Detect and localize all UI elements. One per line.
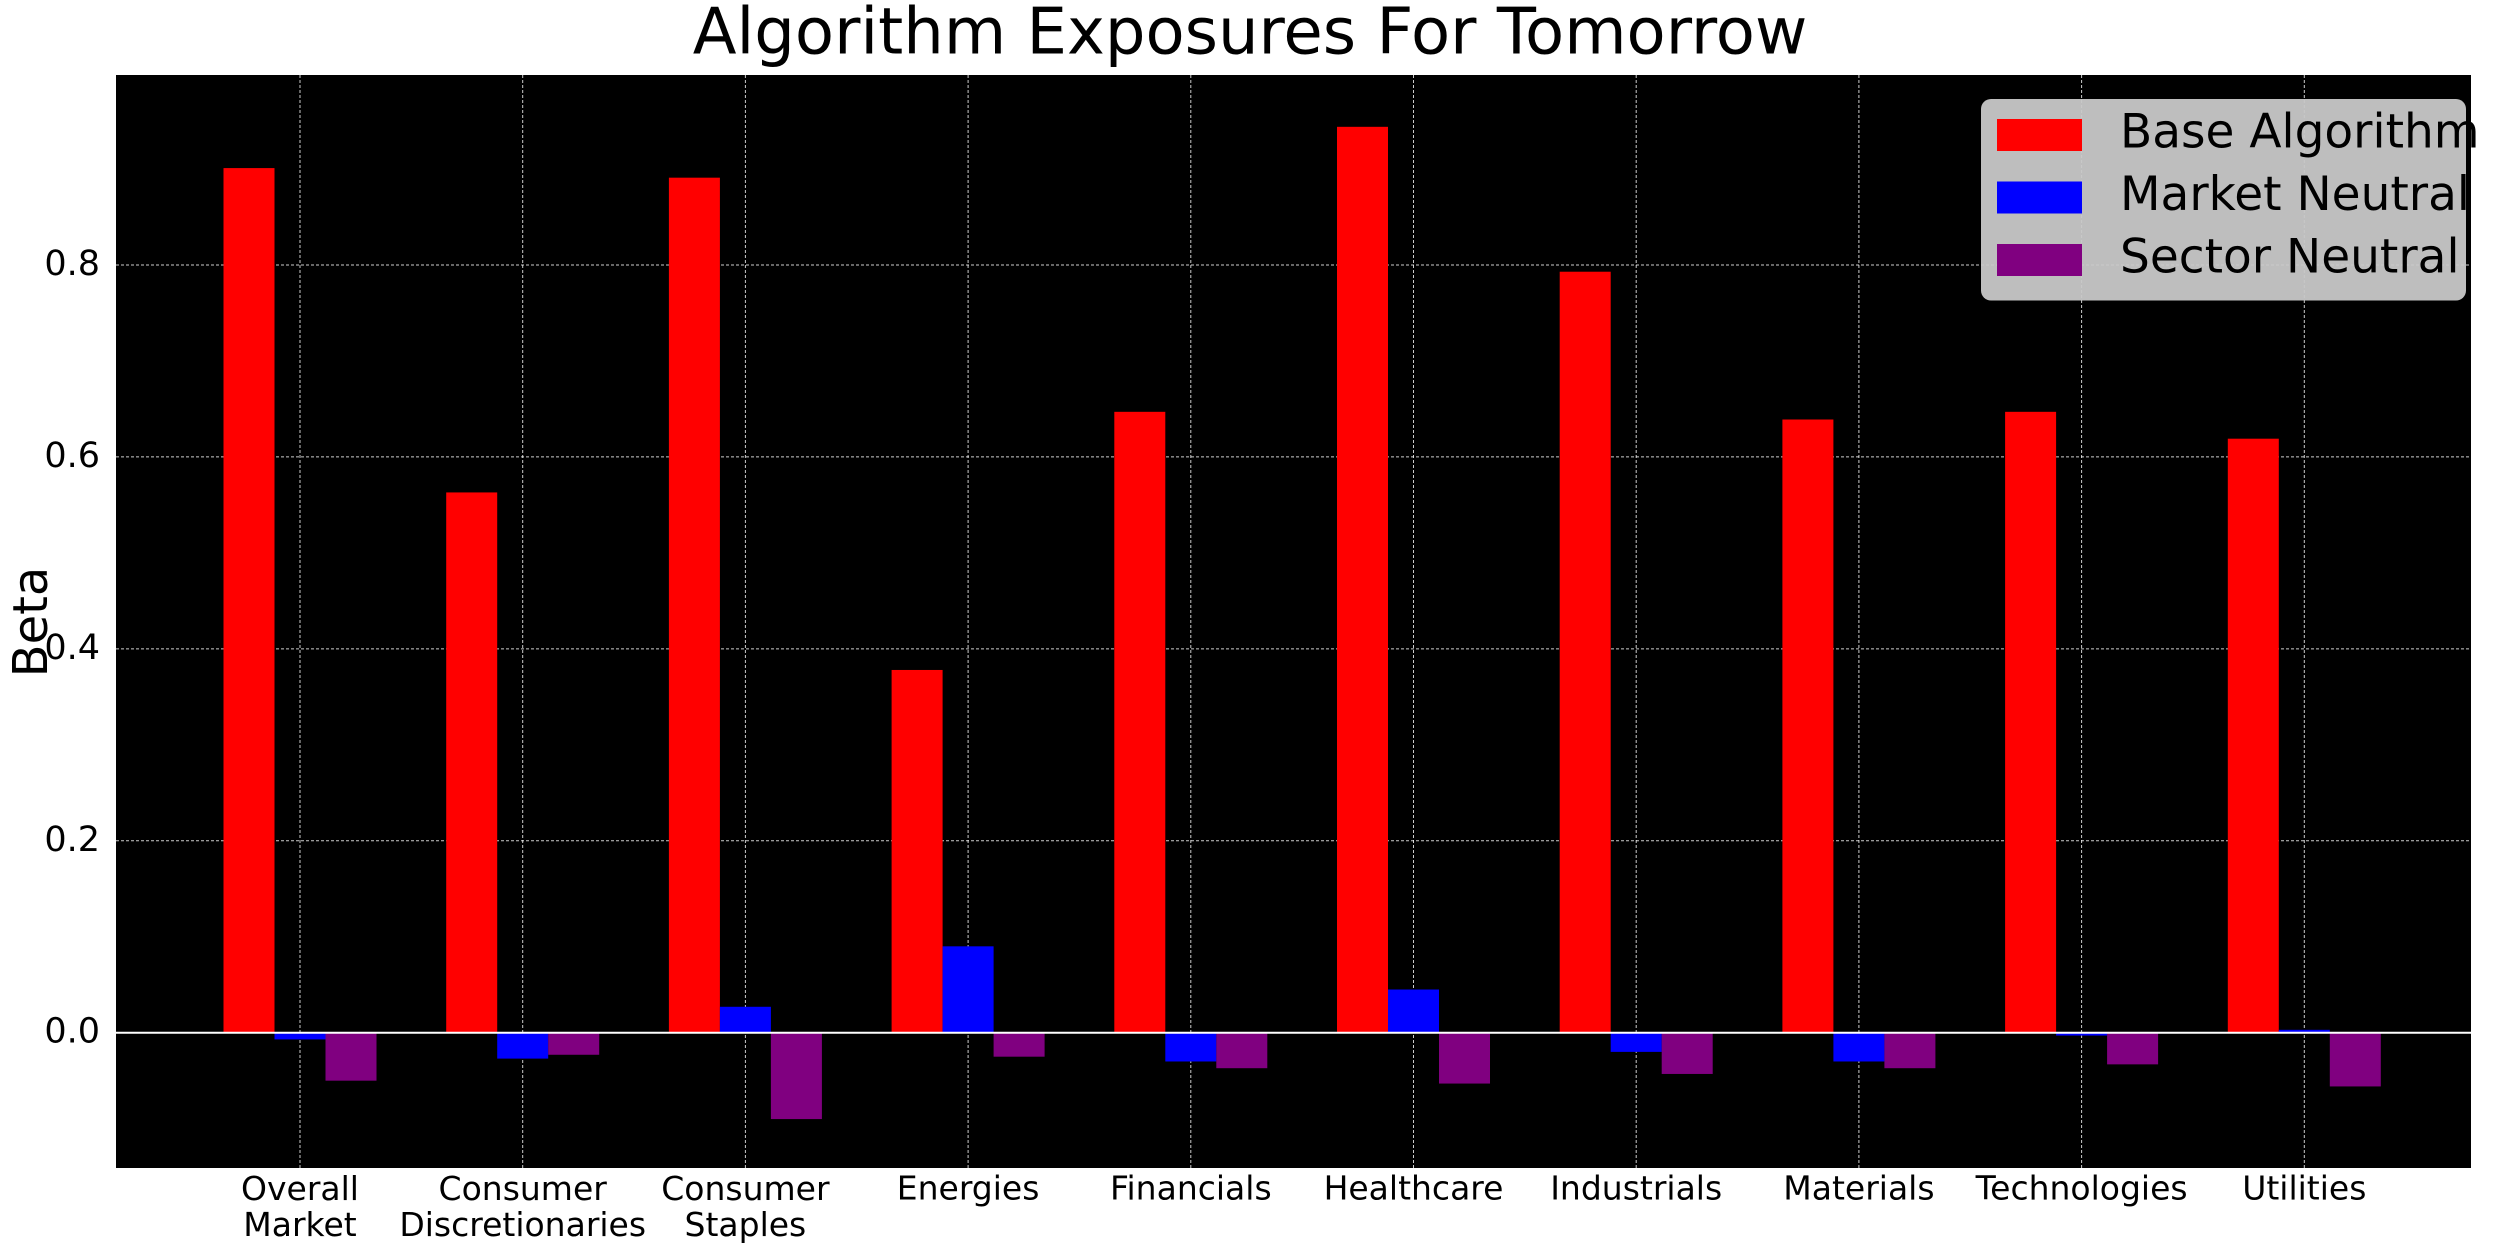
legend-box — [1981, 99, 2466, 301]
x-tick-label: Overall Market — [241, 1169, 359, 1244]
bar — [2227, 438, 2279, 1033]
x-tick-label: Healthcare — [1324, 1169, 1504, 1208]
chart-title: Algorithm Exposures For Tomorrow — [693, 0, 1808, 70]
x-tick-label: Technologies — [1975, 1169, 2188, 1208]
bar — [1388, 989, 1439, 1033]
bar — [891, 669, 943, 1033]
x-tick-label: Utilities — [2242, 1169, 2366, 1208]
bar — [446, 492, 498, 1033]
bar — [1782, 419, 1834, 1033]
legend-swatch — [1997, 244, 2082, 276]
bar — [548, 1032, 600, 1055]
y-tick-label: 0.6 — [44, 436, 100, 476]
bar — [2107, 1032, 2159, 1065]
bar — [1610, 1032, 1662, 1052]
bar — [325, 1032, 377, 1081]
bar — [497, 1032, 549, 1059]
legend-swatch — [1997, 119, 2082, 151]
bar — [1114, 411, 1166, 1033]
bar — [1337, 126, 1388, 1033]
bar — [993, 1032, 1045, 1057]
bar — [1661, 1032, 1713, 1074]
x-tick-label: Consumer Discretionaries — [399, 1169, 646, 1244]
bar — [274, 1032, 326, 1040]
x-tick-label: Energies — [897, 1169, 1040, 1208]
legend-label: Base Algorithm — [2120, 105, 2480, 160]
legend-label: Sector Neutral — [2120, 230, 2460, 285]
bar — [2005, 411, 2057, 1033]
bar — [719, 1006, 771, 1033]
bar — [2329, 1032, 2381, 1087]
x-tick-label: Industrials — [1550, 1169, 1722, 1208]
y-tick-label: 0.8 — [44, 244, 100, 284]
bar — [223, 168, 275, 1033]
legend-label: Market Neutral — [2120, 167, 2470, 222]
bar — [1216, 1032, 1268, 1069]
y-tick-label: 0.2 — [44, 820, 100, 860]
bar — [1833, 1032, 1885, 1062]
bar — [668, 177, 720, 1033]
bar — [1884, 1032, 1936, 1069]
y-tick-label: 0.0 — [44, 1012, 100, 1052]
x-tick-label: Consumer Staples — [661, 1169, 830, 1244]
legend-swatch — [1997, 181, 2082, 214]
bar — [770, 1032, 822, 1120]
bar — [1439, 1032, 1490, 1084]
y-tick-label: 0.4 — [44, 628, 100, 668]
bar — [1165, 1032, 1217, 1062]
bar — [2278, 1029, 2330, 1033]
x-tick-label: Materials — [1783, 1169, 1934, 1208]
bar — [1559, 271, 1611, 1033]
bar — [2056, 1032, 2108, 1036]
x-tick-label: Financials — [1110, 1169, 1272, 1208]
y-axis-label: Beta — [3, 567, 59, 678]
bar — [942, 946, 994, 1033]
